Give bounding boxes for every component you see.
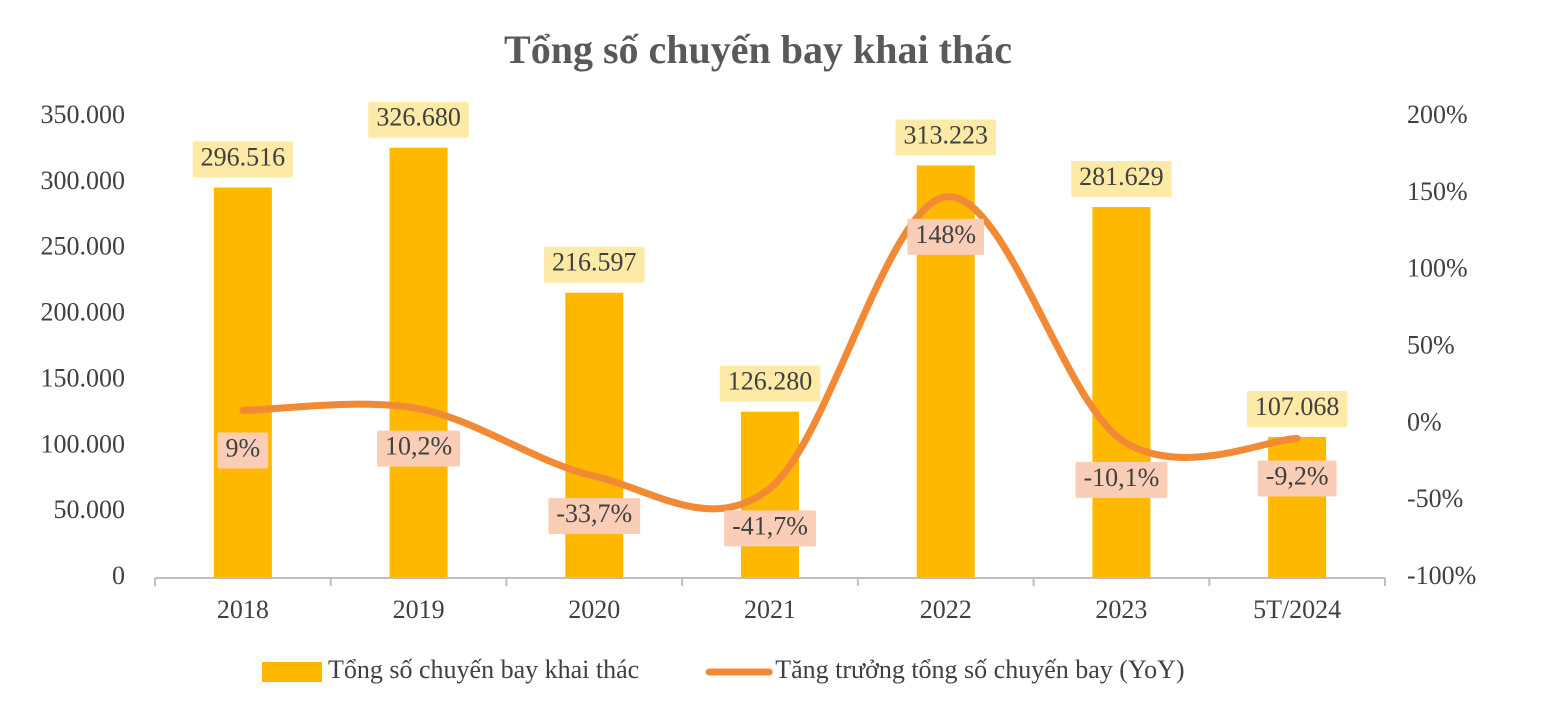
legend-swatch (262, 662, 322, 682)
y-tick-label: 0 (112, 561, 125, 590)
data-label-text: 296.516 (201, 142, 286, 171)
data-label-box (544, 246, 645, 283)
y-tick-label: 250.000 (41, 232, 126, 261)
legend-label: Tăng trưởng tổng số chuyến bay (YoY) (775, 655, 1184, 684)
y2-tick-label: 0% (1407, 407, 1442, 436)
data-label-text: -33,7% (556, 499, 632, 528)
data-label-box (1075, 461, 1168, 498)
data-label: 296.516 (192, 141, 294, 178)
data-label-box (724, 510, 816, 547)
x-tick-label: 2018 (217, 595, 269, 624)
bar (741, 411, 799, 578)
data-label-text: 281.629 (1079, 162, 1164, 191)
data-label-text: 9% (226, 433, 261, 462)
data-label-box (192, 141, 294, 178)
data-label-text: 10,2% (385, 432, 452, 461)
data-label-text: 313.223 (903, 120, 988, 149)
data-label: 126.280 (719, 365, 821, 402)
legend-label: Tổng số chuyến bay khai thác (328, 655, 639, 684)
y2-tick-label: 150% (1407, 177, 1468, 206)
data-label-box (217, 432, 269, 469)
data-label: -10,1% (1075, 461, 1168, 498)
y2-tick-label: -100% (1407, 561, 1476, 590)
data-label-text: -41,7% (732, 511, 808, 540)
data-label: -9,2% (1257, 460, 1337, 497)
x-tick-label: 2020 (568, 595, 620, 624)
x-tick-label: 2019 (393, 595, 445, 624)
data-label-text: 107.068 (1255, 392, 1340, 421)
y2-tick-label: 200% (1407, 100, 1468, 129)
bar (213, 187, 272, 578)
data-label: 313.223 (895, 119, 996, 156)
data-label-box (895, 119, 996, 156)
y2-tick-label: 100% (1407, 254, 1468, 283)
data-label-box (376, 430, 461, 467)
data-label-box (1071, 161, 1172, 198)
data-label: 216.597 (544, 246, 645, 283)
y-tick-label: 200.000 (41, 298, 126, 327)
chart-title: Tổng số chuyến bay khai thác (504, 27, 1012, 72)
data-label: -41,7% (724, 510, 816, 547)
y-tick-label: 350.000 (41, 100, 126, 129)
y-tick-label: 50.000 (54, 495, 126, 524)
bar (565, 292, 624, 578)
bar (1268, 436, 1327, 578)
data-label-text: -9,2% (1266, 461, 1329, 490)
data-label: 148% (907, 218, 985, 255)
data-label: 326.680 (368, 101, 469, 138)
data-label: 10,2% (376, 430, 461, 467)
data-label-box (719, 365, 821, 402)
x-tick-label: 2021 (744, 595, 796, 624)
data-label-text: -10,1% (1084, 463, 1160, 492)
data-label: 107.068 (1246, 390, 1348, 427)
y2-tick-label: -50% (1407, 484, 1463, 513)
y-tick-label: 300.000 (41, 166, 126, 195)
data-label-box (1246, 390, 1348, 427)
y2-tick-label: 50% (1407, 330, 1455, 359)
y-tick-label: 100.000 (41, 429, 126, 458)
line (239, 193, 1301, 513)
data-label-box (1257, 460, 1337, 497)
data-label-text: 148% (915, 220, 976, 249)
data-label-text: 216.597 (552, 248, 637, 277)
bar (389, 147, 448, 579)
data-label-box (548, 498, 641, 535)
y-tick-label: 150.000 (41, 363, 126, 392)
data-label: -33,7% (548, 498, 641, 535)
data-label-text: 126.280 (728, 367, 813, 396)
bar (1092, 207, 1151, 578)
data-label: 9% (217, 432, 269, 469)
x-tick-label: 5T/2024 (1253, 595, 1341, 624)
x-tick-label: 2023 (1095, 595, 1147, 624)
data-label-box (907, 218, 985, 255)
data-label-box (368, 101, 469, 138)
data-label-text: 326.680 (376, 103, 461, 132)
x-tick-label: 2022 (920, 595, 972, 624)
data-label: 281.629 (1071, 161, 1172, 198)
